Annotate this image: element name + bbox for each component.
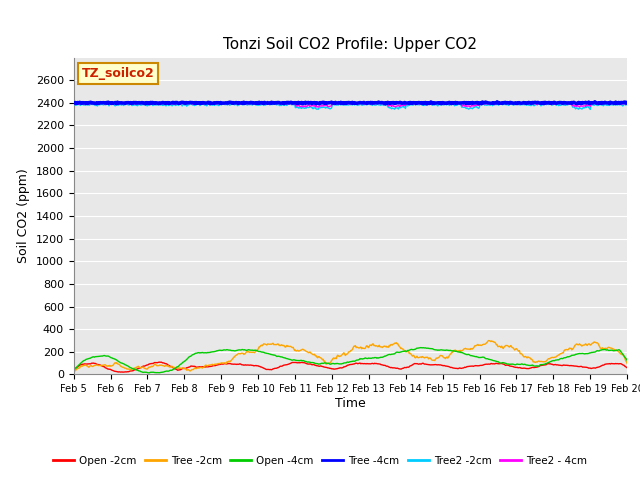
Open -4cm [70, 367, 77, 373]
Open -4cm [145, 370, 153, 376]
Tree -2cm [623, 360, 631, 366]
Tree2 -2cm [97, 100, 105, 106]
Tree -2cm [80, 363, 88, 369]
Tree -4cm [418, 100, 426, 106]
Line: Tree -4cm: Tree -4cm [74, 102, 627, 104]
Y-axis label: Soil CO2 (ppm): Soil CO2 (ppm) [17, 168, 30, 264]
Tree -2cm [484, 338, 492, 344]
Tree2 -2cm [70, 102, 77, 108]
Tree -2cm [222, 361, 230, 367]
Tree -4cm [222, 100, 230, 106]
Tree2 - 4cm [315, 104, 323, 110]
Open -4cm [435, 348, 443, 353]
Tree2 - 4cm [193, 101, 200, 107]
Open -2cm [435, 362, 443, 368]
Line: Open -4cm: Open -4cm [74, 348, 627, 373]
Tree -4cm [623, 100, 631, 106]
Open -2cm [80, 361, 88, 367]
Line: Tree -2cm: Tree -2cm [74, 341, 627, 372]
Tree -4cm [70, 100, 77, 106]
Text: TZ_soilco2: TZ_soilco2 [82, 67, 155, 80]
Open -4cm [223, 347, 230, 352]
Line: Tree2 -2cm: Tree2 -2cm [74, 103, 627, 109]
Tree2 - 4cm [223, 100, 230, 106]
Open -4cm [419, 345, 427, 350]
Tree2 - 4cm [137, 100, 145, 106]
Open -4cm [80, 358, 88, 363]
Open -4cm [137, 369, 145, 374]
Tree2 -2cm [623, 101, 631, 107]
Tree2 - 4cm [419, 100, 427, 106]
Tree -2cm [418, 355, 426, 360]
Tree -2cm [137, 365, 145, 371]
Open -2cm [70, 367, 77, 372]
Tree -2cm [193, 365, 200, 371]
Open -2cm [419, 360, 427, 366]
Tree -4cm [80, 100, 88, 106]
Tree -2cm [434, 355, 442, 360]
Tree2 -2cm [223, 100, 230, 106]
Line: Tree2 - 4cm: Tree2 - 4cm [74, 102, 627, 107]
Tree2 - 4cm [435, 101, 443, 107]
Tree -4cm [137, 100, 145, 106]
Tree -4cm [435, 100, 442, 106]
Open -4cm [417, 345, 425, 350]
Tree -4cm [193, 100, 200, 106]
Open -2cm [119, 369, 127, 375]
Tree2 - 4cm [80, 101, 88, 107]
Tree2 -2cm [194, 102, 202, 108]
Tree2 -2cm [586, 107, 594, 112]
Tree -4cm [591, 99, 598, 105]
Open -2cm [156, 359, 164, 365]
Tree2 -2cm [435, 102, 442, 108]
Tree2 - 4cm [211, 99, 219, 105]
Tree2 -2cm [419, 102, 426, 108]
Tree -2cm [70, 369, 77, 374]
X-axis label: Time: Time [335, 397, 366, 410]
Open -2cm [623, 365, 631, 371]
Open -4cm [194, 350, 202, 356]
Tree2 -2cm [138, 102, 145, 108]
Tree2 - 4cm [70, 100, 77, 106]
Line: Open -2cm: Open -2cm [74, 362, 627, 372]
Tree2 - 4cm [623, 100, 631, 106]
Tree2 -2cm [80, 102, 88, 108]
Open -2cm [195, 364, 202, 370]
Open -2cm [224, 361, 232, 367]
Open -2cm [138, 364, 145, 370]
Title: Tonzi Soil CO2 Profile: Upper CO2: Tonzi Soil CO2 Profile: Upper CO2 [223, 37, 477, 52]
Legend: Open -2cm, Tree -2cm, Open -4cm, Tree -4cm, Tree2 -2cm, Tree2 - 4cm: Open -2cm, Tree -2cm, Open -4cm, Tree -4… [49, 452, 591, 470]
Tree -4cm [423, 101, 431, 107]
Open -4cm [623, 358, 631, 363]
